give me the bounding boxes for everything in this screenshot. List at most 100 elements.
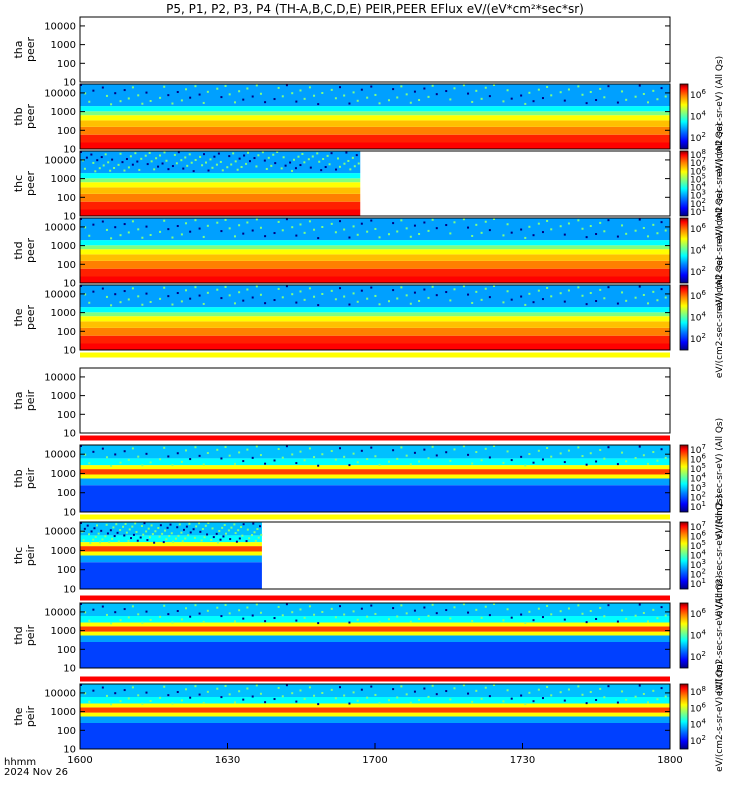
- spectrogram-speckle: [488, 296, 491, 299]
- colorbar-tick-exponent: 5: [701, 462, 705, 470]
- spectrogram-speckle: [343, 162, 346, 165]
- spectrogram-speckle: [585, 702, 588, 705]
- y-axis-label-line2: peer: [24, 104, 37, 130]
- spectrogram-speckle: [347, 159, 350, 162]
- spectrogram-speckle: [308, 447, 311, 450]
- spectrogram-speckle: [282, 156, 285, 159]
- colorbar-tick-label: 104: [690, 629, 706, 642]
- spectrogram-speckle: [108, 541, 111, 544]
- x-tick-label: 1700: [362, 755, 387, 766]
- spectrogram-speckle: [145, 691, 148, 694]
- spectrogram-speckle: [163, 151, 166, 154]
- spectrogram-speckle: [80, 151, 82, 153]
- spectrogram-speckle: [308, 86, 311, 89]
- spectrogram-speckle: [92, 608, 95, 611]
- spectrogram-speckle: [339, 605, 342, 608]
- spectrogram-speckle: [334, 616, 337, 619]
- spectrogram-speckle: [151, 533, 154, 536]
- spectrogram-speckle: [285, 684, 288, 687]
- colorbar-tick-exponent: 1: [701, 500, 705, 508]
- spectrogram-speckle: [171, 102, 174, 105]
- spectrogram-speckle: [563, 699, 566, 702]
- spectrogram-speckle: [285, 285, 288, 288]
- spectrogram-speckle: [88, 533, 91, 536]
- y-tick-label: 100: [57, 488, 76, 499]
- spectrogram-speckle: [467, 293, 470, 296]
- spectrogram-speckle: [313, 295, 316, 298]
- spectrogram-speckle: [206, 90, 209, 93]
- spectrogram-speckle: [360, 88, 363, 91]
- spectrogram-speckle: [201, 164, 204, 167]
- spectrogram-speckle: [161, 162, 164, 165]
- spectrogram-speckle: [162, 541, 165, 544]
- spectrogram-speckle: [660, 288, 663, 291]
- spectrogram-speckle: [190, 161, 193, 164]
- spectrogram-speckle: [532, 234, 535, 237]
- spectrogram-speckle: [484, 220, 487, 223]
- spectrogram-speckle: [194, 286, 197, 289]
- spectrogram-speckle: [159, 615, 162, 618]
- spectrogram-speckle: [484, 447, 487, 450]
- spectrogram-speckle: [453, 87, 456, 90]
- spectrogram-band: [80, 684, 670, 697]
- spectrogram-speckle: [94, 535, 97, 538]
- spectrogram-speckle: [356, 233, 359, 236]
- spectrogram-speckle: [524, 303, 527, 306]
- spectrogram-band: [80, 478, 670, 486]
- spectrogram-band: [80, 703, 670, 708]
- spectrogram-speckle: [216, 687, 219, 690]
- y-tick-label: 10: [63, 346, 76, 357]
- spectrogram-speckle: [480, 231, 483, 234]
- spectrogram-speckle: [303, 298, 306, 301]
- spectrogram-speckle: [233, 523, 236, 526]
- y-tick-label: 100: [57, 126, 76, 137]
- spectrogram-band: [80, 485, 670, 512]
- spectrogram-speckle: [334, 697, 337, 700]
- spectrogram-speckle: [642, 293, 645, 296]
- spectrogram-speckle: [313, 456, 316, 459]
- spectrogram-speckle: [475, 451, 478, 454]
- spectrogram-speckle: [251, 695, 254, 698]
- spectrogram-speckle: [541, 97, 544, 100]
- spectrogram-speckle: [445, 690, 448, 693]
- colorbar-tick-exponent: 6: [701, 607, 706, 615]
- spectrogram-speckle: [607, 219, 610, 222]
- spectrogram-speckle: [585, 621, 588, 624]
- spectrogram-speckle: [625, 698, 628, 701]
- spectrogram-speckle: [276, 151, 279, 153]
- spectrogram-speckle: [339, 287, 342, 290]
- colorbar-tick-label: 102: [690, 650, 706, 663]
- spectrogram-speckle: [317, 703, 320, 706]
- spectrogram-speckle: [664, 614, 667, 617]
- spectrogram-speckle: [213, 155, 216, 158]
- spectrogram-speckle: [230, 163, 233, 166]
- spectrogram-speckle: [646, 302, 649, 305]
- y-axis-label-line1: thc: [12, 547, 25, 564]
- spectrogram-speckle: [238, 291, 241, 294]
- spectrogram-speckle: [423, 288, 426, 291]
- spectrogram-speckle: [309, 166, 312, 169]
- spectrogram-speckle: [435, 693, 438, 696]
- spectrogram-speckle: [360, 289, 363, 292]
- spectrogram-speckle: [180, 699, 183, 702]
- colorbar-label: eV/(cm2-sec-sr-eV) (All Qs): [715, 495, 725, 616]
- spectrogram-speckle: [334, 298, 337, 301]
- spectrogram-speckle: [311, 155, 314, 158]
- spectrogram-speckle: [418, 618, 421, 621]
- spectrogram-speckle: [502, 461, 505, 464]
- spectrogram-speckle: [291, 92, 294, 95]
- spectrogram-speckle: [154, 530, 157, 533]
- y-axis-label-line2: peir: [24, 544, 37, 566]
- spectrogram-speckle: [163, 685, 166, 688]
- spectrogram-speckle: [218, 530, 221, 533]
- panel-frame: [79, 444, 671, 513]
- spectrogram-speckle: [116, 531, 119, 534]
- colorbar-tick-label: 104: [690, 311, 706, 324]
- spectrogram-speckle: [173, 153, 176, 156]
- spectrogram-band: [80, 201, 361, 210]
- spectrogram-speckle: [502, 700, 505, 703]
- colorbar-tick-label: 106: [690, 222, 706, 235]
- y-tick-label: 1000: [51, 308, 76, 319]
- spectrogram-speckle: [119, 100, 122, 103]
- spectrogram-speckle: [646, 620, 649, 623]
